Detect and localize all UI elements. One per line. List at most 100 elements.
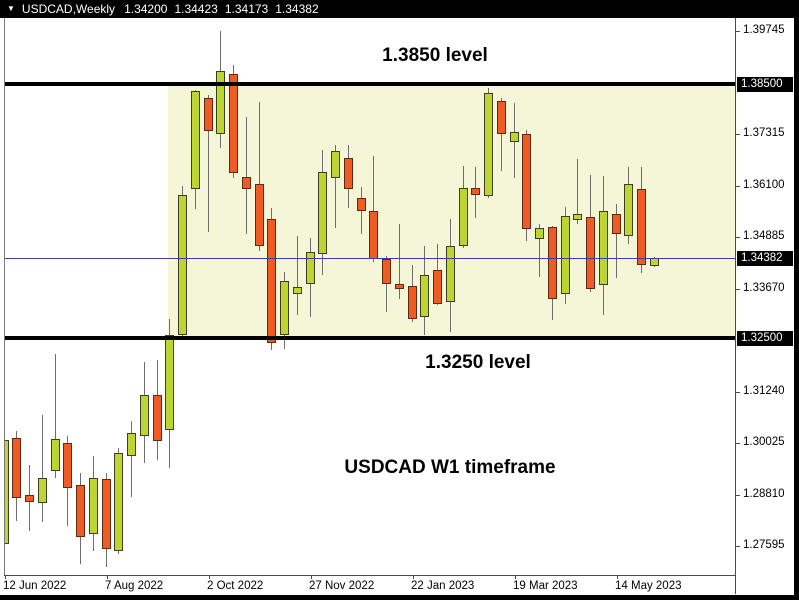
price-axis-label: 1.31240 <box>743 384 785 397</box>
quote-close: 1.34382 <box>275 2 319 16</box>
support-resistance-line[interactable] <box>5 82 736 86</box>
date-tick-mark <box>617 576 618 579</box>
price-axis-label: 1.30025 <box>743 436 785 449</box>
price-axis-label: 1.27595 <box>743 539 785 552</box>
price-axis-label: 1.39745 <box>743 24 785 37</box>
candle-bullish <box>458 187 468 247</box>
frame-right-edge <box>794 0 799 600</box>
candle-bullish <box>5 439 9 544</box>
candle-bearish <box>394 283 404 289</box>
candle-wick <box>131 420 132 497</box>
date-tick-mark <box>515 576 516 579</box>
price-tick-mark <box>736 443 740 445</box>
date-tick-mark <box>209 576 210 579</box>
price-tick-mark <box>736 546 740 548</box>
candle-bullish <box>318 171 328 255</box>
price-axis[interactable]: 1.39745 1.37315 1.36100 1.34885 1.33670 1.312… <box>735 18 795 594</box>
price-tick-mark <box>736 391 740 393</box>
date-tick-mark <box>311 576 312 579</box>
candle-wick <box>335 145 336 229</box>
candle-bearish <box>241 176 251 189</box>
date-tick-mark <box>5 576 6 579</box>
chart-plot-area: 1.3850 level 1.3250 level USDCAD W1 time… <box>4 18 736 575</box>
candle-wick <box>296 236 298 315</box>
candle-bullish <box>178 195 187 336</box>
chart-header: ▼ USDCAD,Weekly 1.34200 1.34423 1.34173 … <box>0 0 799 18</box>
candle-bearish <box>611 214 621 235</box>
candle-bullish <box>484 92 493 196</box>
current-price-line <box>5 258 736 260</box>
candle-bearish <box>101 479 111 549</box>
candle-bearish <box>369 211 379 259</box>
candle-wick <box>539 224 540 277</box>
candle-wick <box>54 354 56 479</box>
date-tick-mark <box>413 576 414 579</box>
symbol-timeframe-label: USDCAD,Weekly <box>21 2 116 16</box>
time-axis[interactable]: 12 Jun 2022 7 Aug 2022 2 Oct 2022 27 Nov 20… <box>3 575 735 595</box>
candle-wick <box>207 95 209 233</box>
candle-bearish <box>471 187 481 196</box>
date-axis-label: 12 Jun 2022 <box>3 580 67 592</box>
date-axis-label: 27 Nov 2022 <box>309 580 375 592</box>
candle-wick <box>398 224 400 299</box>
candle-bullish <box>50 439 60 472</box>
price-axis-label: 1.37315 <box>743 127 785 140</box>
candle-bearish <box>522 133 532 230</box>
candle-bullish <box>598 211 608 285</box>
chevron-down-icon[interactable]: ▼ <box>7 4 15 13</box>
price-tick-mark <box>736 237 740 239</box>
date-tick-mark <box>107 576 108 579</box>
candle-bearish <box>152 394 162 442</box>
candle-bullish <box>560 216 570 294</box>
date-axis-label: 22 Jan 2023 <box>411 580 475 592</box>
date-axis-label: 14 May 2023 <box>615 580 682 592</box>
price-axis-label: 1.36100 <box>743 178 785 191</box>
candle-bearish <box>63 442 73 489</box>
candle-bearish <box>356 197 366 212</box>
candle-bullish <box>165 335 175 430</box>
candle-bullish <box>139 395 149 437</box>
candle-bearish <box>407 285 417 319</box>
annotation-upper-level: 1.3850 level <box>382 45 488 66</box>
price-tick-mark <box>736 134 740 136</box>
candle-wick <box>245 117 247 235</box>
quote-open: 1.34200 <box>124 2 168 16</box>
price-axis-label: 1.33670 <box>743 281 785 294</box>
candle-bearish <box>203 97 213 132</box>
price-level-tag: 1.34382 <box>737 250 793 266</box>
price-level-tag: 1.32500 <box>737 330 793 346</box>
candle-bullish <box>88 478 98 534</box>
candle-bearish <box>12 438 22 499</box>
price-tick-mark <box>736 288 740 290</box>
candle-bullish <box>509 132 519 143</box>
frame-bottom-edge <box>0 595 799 600</box>
candle-bullish <box>216 70 226 135</box>
candle-bearish <box>229 73 238 173</box>
candle-bullish <box>37 478 47 504</box>
annotation-timeframe: USDCAD W1 timeframe <box>344 457 556 478</box>
candle-bullish <box>280 281 289 336</box>
candle-bearish <box>76 485 85 537</box>
candle-bearish <box>382 259 391 284</box>
candle-bearish <box>254 184 264 247</box>
candle-bullish <box>535 228 544 240</box>
candle-wick <box>577 159 579 225</box>
price-tick-mark <box>736 494 740 496</box>
candle-wick <box>258 102 260 251</box>
candle-bearish <box>496 100 506 134</box>
candle-bearish <box>586 217 595 289</box>
candle-bullish <box>127 433 136 457</box>
price-tick-mark <box>736 185 740 187</box>
price-level-tag: 1.38500 <box>737 76 793 92</box>
candle-bullish <box>445 246 455 302</box>
candle-bearish <box>637 188 646 265</box>
candle-bullish <box>190 91 200 189</box>
date-axis-label: 2 Oct 2022 <box>207 580 264 592</box>
candle-bullish <box>305 252 315 284</box>
support-resistance-line[interactable] <box>5 336 736 341</box>
candle-bearish <box>343 157 353 189</box>
candle-bearish <box>547 227 557 299</box>
candle-wick <box>500 97 502 171</box>
price-tick-mark <box>736 31 740 33</box>
annotation-lower-level: 1.3250 level <box>425 352 531 373</box>
